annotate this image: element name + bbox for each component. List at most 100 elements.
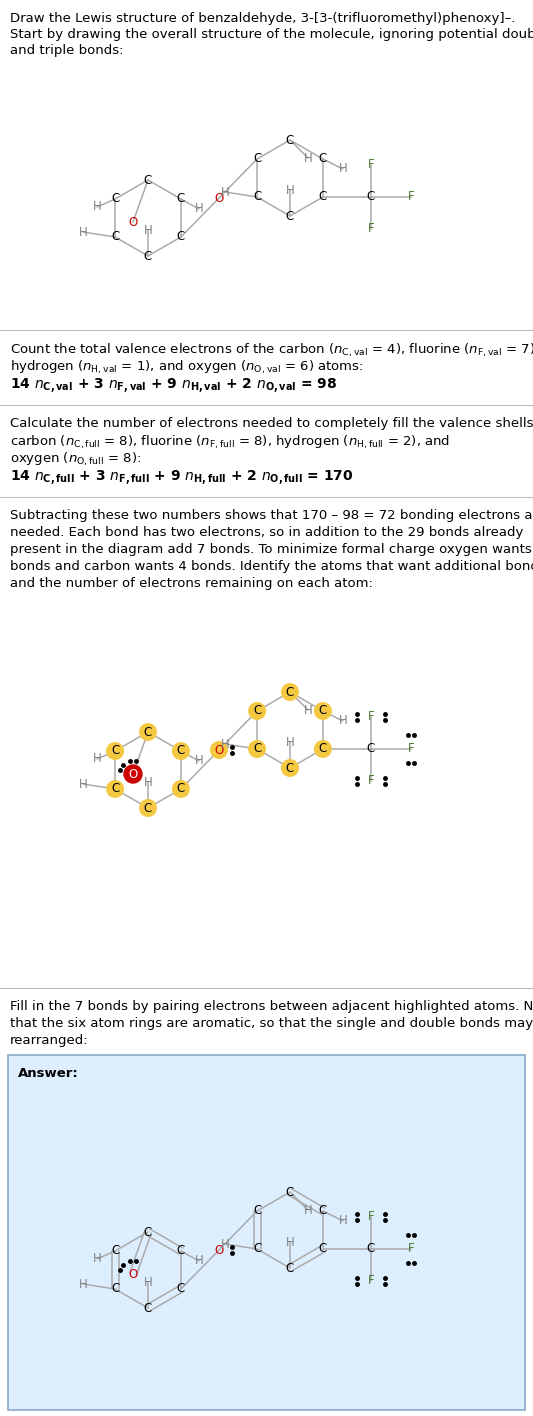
Text: needed. Each bond has two electrons, so in addition to the 29 bonds already: needed. Each bond has two electrons, so … — [10, 525, 523, 539]
Text: C: C — [319, 705, 327, 718]
Text: H: H — [79, 777, 87, 790]
Text: C: C — [144, 801, 152, 814]
Text: H: H — [338, 1215, 348, 1228]
Text: C: C — [111, 1245, 119, 1257]
Text: O: O — [128, 767, 138, 780]
Text: Count the total valence electrons of the carbon ($n_{\mathregular{C,val}}$ = 4),: Count the total valence electrons of the… — [10, 343, 533, 360]
Text: O: O — [214, 743, 224, 756]
Text: C: C — [144, 725, 152, 739]
Text: 14 $n_{\mathregular{C,full}}$ + 3 $n_{\mathregular{F,full}}$ + 9 $n_{\mathregula: 14 $n_{\mathregular{C,full}}$ + 3 $n_{\m… — [10, 469, 353, 487]
Text: H: H — [286, 1236, 294, 1249]
Text: H: H — [304, 704, 312, 716]
Circle shape — [281, 759, 299, 777]
Text: H: H — [304, 152, 312, 164]
Text: F: F — [368, 775, 374, 787]
Text: F: F — [368, 159, 374, 171]
Text: C: C — [319, 153, 327, 166]
Text: C: C — [286, 133, 294, 146]
Text: C: C — [177, 193, 185, 205]
Text: H: H — [93, 201, 101, 214]
Text: C: C — [286, 762, 294, 775]
Text: carbon ($n_{\mathregular{C,full}}$ = 8), fluorine ($n_{\mathregular{F,full}}$ = : carbon ($n_{\mathregular{C,full}}$ = 8),… — [10, 433, 450, 452]
Circle shape — [210, 741, 228, 759]
Text: present in the diagram add 7 bonds. To minimize formal charge oxygen wants 2: present in the diagram add 7 bonds. To m… — [10, 542, 533, 556]
Text: F: F — [408, 191, 414, 204]
Text: O: O — [214, 191, 224, 204]
Text: C: C — [177, 1283, 185, 1296]
Text: C: C — [253, 1242, 261, 1256]
Text: H: H — [221, 185, 230, 198]
Text: O: O — [128, 1267, 138, 1280]
Circle shape — [124, 765, 142, 783]
Text: C: C — [144, 1225, 152, 1239]
Text: F: F — [368, 711, 374, 724]
Text: Calculate the number of electrons needed to completely fill the valence shells f: Calculate the number of electrons needed… — [10, 416, 533, 430]
Text: H: H — [79, 225, 87, 238]
Circle shape — [172, 742, 190, 760]
Text: H: H — [143, 224, 152, 236]
Text: C: C — [319, 1205, 327, 1218]
Circle shape — [281, 683, 299, 701]
Text: and triple bonds:: and triple bonds: — [10, 44, 124, 57]
Text: H: H — [195, 1255, 203, 1267]
Text: Start by drawing the overall structure of the molecule, ignoring potential doubl: Start by drawing the overall structure o… — [10, 28, 533, 41]
Text: C: C — [111, 231, 119, 244]
Text: C: C — [111, 745, 119, 758]
Text: H: H — [221, 1238, 230, 1250]
Text: F: F — [408, 1242, 414, 1256]
Text: F: F — [368, 1211, 374, 1223]
Text: C: C — [253, 1205, 261, 1218]
Text: C: C — [319, 191, 327, 204]
Text: H: H — [286, 184, 294, 197]
Text: C: C — [144, 174, 152, 187]
Text: O: O — [128, 215, 138, 228]
Text: C: C — [286, 1262, 294, 1274]
Text: C: C — [177, 745, 185, 758]
Text: Draw the Lewis structure of benzaldehyde, 3-[3-(trifluoromethyl)phenoxy]–.: Draw the Lewis structure of benzaldehyde… — [10, 11, 515, 25]
Text: O: O — [214, 1243, 224, 1256]
Text: oxygen ($n_{\mathregular{O,full}}$ = 8):: oxygen ($n_{\mathregular{O,full}}$ = 8): — [10, 452, 141, 469]
FancyBboxPatch shape — [8, 1055, 525, 1410]
Text: Subtracting these two numbers shows that 170 – 98 = 72 bonding electrons are: Subtracting these two numbers shows that… — [10, 508, 533, 523]
Text: C: C — [144, 249, 152, 262]
Text: Answer:: Answer: — [18, 1068, 79, 1080]
Text: C: C — [253, 742, 261, 756]
Text: hydrogen ($n_{\mathregular{H,val}}$ = 1), and oxygen ($n_{\mathregular{O,val}}$ : hydrogen ($n_{\mathregular{H,val}}$ = 1)… — [10, 360, 364, 377]
Text: C: C — [144, 1301, 152, 1314]
Text: C: C — [367, 1242, 375, 1256]
Text: and the number of electrons remaining on each atom:: and the number of electrons remaining on… — [10, 576, 373, 590]
Text: H: H — [221, 738, 230, 750]
Circle shape — [139, 799, 157, 817]
Text: C: C — [319, 742, 327, 756]
Text: bonds and carbon wants 4 bonds. Identify the atoms that want additional bonds: bonds and carbon wants 4 bonds. Identify… — [10, 559, 533, 573]
Text: H: H — [304, 1204, 312, 1216]
Text: that the six atom rings are aromatic, so that the single and double bonds may be: that the six atom rings are aromatic, so… — [10, 1017, 533, 1029]
Circle shape — [314, 702, 332, 719]
Text: 14 $n_{\mathregular{C,val}}$ + 3 $n_{\mathregular{F,val}}$ + 9 $n_{\mathregular{: 14 $n_{\mathregular{C,val}}$ + 3 $n_{\ma… — [10, 377, 337, 395]
Text: H: H — [93, 1253, 101, 1266]
Circle shape — [314, 741, 332, 758]
Circle shape — [172, 780, 190, 799]
Text: C: C — [111, 783, 119, 796]
Text: C: C — [111, 193, 119, 205]
Text: C: C — [253, 153, 261, 166]
Text: H: H — [195, 202, 203, 215]
Circle shape — [248, 702, 266, 719]
Text: F: F — [408, 742, 414, 756]
Text: C: C — [286, 685, 294, 698]
Text: C: C — [111, 1283, 119, 1296]
Text: C: C — [253, 705, 261, 718]
Text: H: H — [286, 735, 294, 749]
Circle shape — [248, 741, 266, 758]
Circle shape — [106, 780, 124, 799]
Text: C: C — [177, 1245, 185, 1257]
Text: C: C — [319, 1242, 327, 1256]
Circle shape — [106, 742, 124, 760]
Text: H: H — [195, 755, 203, 767]
Text: F: F — [368, 1274, 374, 1287]
Text: C: C — [286, 210, 294, 222]
Text: C: C — [177, 783, 185, 796]
Text: C: C — [253, 191, 261, 204]
Text: C: C — [286, 1185, 294, 1198]
Text: rearranged:: rearranged: — [10, 1034, 88, 1046]
